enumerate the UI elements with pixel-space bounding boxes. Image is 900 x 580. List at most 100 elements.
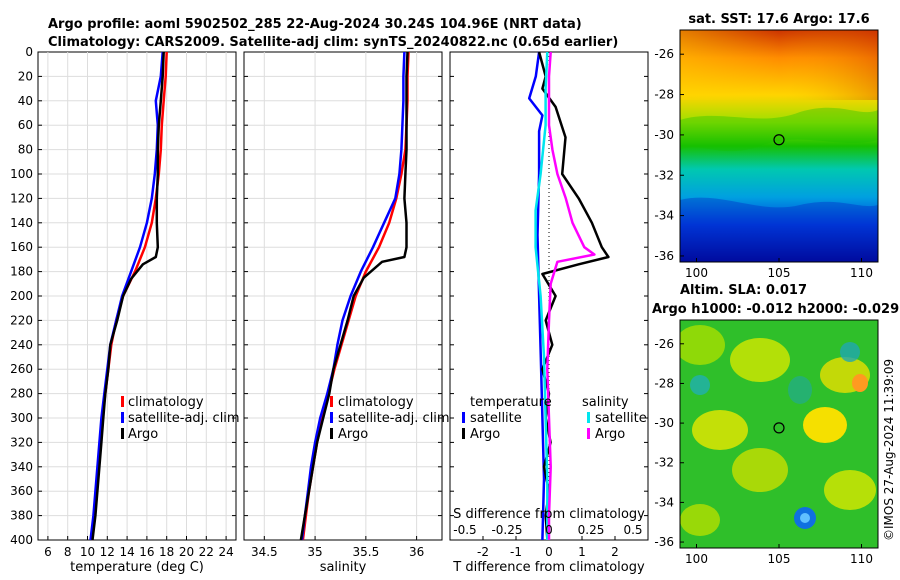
map-y-tick-label: -36 xyxy=(654,249,674,263)
depth-tick-label: 360 xyxy=(10,484,33,498)
legend-label-t-satellite: satellite xyxy=(470,411,522,426)
depth-tick-label: 120 xyxy=(10,191,33,205)
map-x-tick-label: 110 xyxy=(850,266,873,280)
depth-tick-label: 140 xyxy=(10,216,33,230)
salinity-diff-axis-label: S difference from climatology xyxy=(453,507,645,522)
depth-tick-label: 300 xyxy=(10,411,33,425)
depth-tick-label: 60 xyxy=(18,118,33,132)
series-line-t-argo xyxy=(537,51,610,541)
legend-swatch-satellite xyxy=(330,412,333,423)
sst-map-axes: 100 105 110 -26 -28 -30 -32 -34 -36 xyxy=(654,47,873,280)
x-tick-label: 36 xyxy=(409,545,424,559)
x-tick-label: -2 xyxy=(477,545,489,559)
map-y-tick-label: -26 xyxy=(654,47,674,61)
figure-title-line2: Climatology: CARS2009. Satellite-adj cli… xyxy=(48,35,618,50)
s-diff-tick-label: 0 xyxy=(545,523,553,537)
x-tick-label: 2 xyxy=(611,545,619,559)
map-y-tick-label: -34 xyxy=(654,495,674,509)
depth-tick-label: 400 xyxy=(10,533,33,547)
map-y-tick-label: -28 xyxy=(654,376,674,390)
legend-title-temperature: temperature xyxy=(470,395,552,410)
depth-tick-label: 0 xyxy=(25,45,33,59)
legend-label-argo: Argo xyxy=(128,427,158,442)
series-line-satellite-adj-clim xyxy=(300,51,406,541)
x-tick-label: 22 xyxy=(199,545,214,559)
legend-label-satellite: satellite-adj. clim xyxy=(128,411,240,426)
map-x-tick-label: 110 xyxy=(850,552,873,566)
sla-map-axes: 100 105 110 -26 -28 -30 -32 -34 -36 xyxy=(654,337,873,566)
map-y-tick-label: -26 xyxy=(654,337,674,351)
legend-swatch-t-satellite xyxy=(462,412,465,423)
map-x-tick-label: 100 xyxy=(685,552,708,566)
x-tick-label: 1 xyxy=(578,545,586,559)
x-tick-label: 35.5 xyxy=(352,545,379,559)
series-line-argo xyxy=(91,51,165,541)
argo-location-marker xyxy=(773,134,785,146)
sst-field-shading xyxy=(680,30,878,100)
map-x-tick-label: 100 xyxy=(685,266,708,280)
series-line-s-argo xyxy=(546,51,596,540)
temperature-xlabel: temperature (deg C) xyxy=(70,560,204,575)
depth-tick-label: 240 xyxy=(10,338,33,352)
profile-lines xyxy=(89,51,610,541)
map-y-tick-label: -30 xyxy=(654,128,674,142)
x-tick-label: 6 xyxy=(44,545,52,559)
map-x-tick-label: 105 xyxy=(768,552,791,566)
depth-tick-label: 200 xyxy=(10,289,33,303)
sla-map-title: Altim. SLA: 0.017 xyxy=(680,283,807,298)
map-y-tick-label: -34 xyxy=(654,209,674,223)
x-tick-label: 14 xyxy=(119,545,134,559)
depth-tick-label: 80 xyxy=(18,143,33,157)
difference-legend: temperature satellite Argo salinity sate… xyxy=(462,395,647,442)
legend-title-salinity: salinity xyxy=(582,395,629,410)
figure-title-line1: Argo profile: aoml 5902502_285 22-Aug-20… xyxy=(48,17,582,32)
salinity-legend: climatology satellite-adj. clim Argo xyxy=(330,395,450,442)
depth-tick-label: 180 xyxy=(10,265,33,279)
legend-label-climatology: climatology xyxy=(338,395,414,410)
sla-map-subtitle: Argo h1000: -0.012 h2000: -0.029 xyxy=(652,302,899,317)
legend-label-argo: Argo xyxy=(338,427,368,442)
depth-tick-label: 20 xyxy=(18,69,33,83)
map-y-tick-label: -30 xyxy=(654,416,674,430)
legend-label-s-argo: Argo xyxy=(595,427,625,442)
salinity-diff-ticks: -0.5 -0.25 0 0.25 0.5 xyxy=(453,523,642,537)
depth-tick-label: 380 xyxy=(10,509,33,523)
gridlines xyxy=(38,52,442,540)
depth-tick-label: 340 xyxy=(10,460,33,474)
depth-tick-label: 280 xyxy=(10,387,33,401)
sst-map xyxy=(680,30,878,262)
map-y-tick-label: -28 xyxy=(654,88,674,102)
x-tick-label: 0 xyxy=(545,545,553,559)
map-y-tick-label: -36 xyxy=(654,535,674,549)
argo-location-marker xyxy=(773,422,785,434)
x-tick-label: 20 xyxy=(179,545,194,559)
x-tick-label: 34.5 xyxy=(251,545,278,559)
temperature-legend: climatology satellite-adj. clim Argo xyxy=(121,395,240,442)
x-axis-ticks: 6 8 10 12 14 16 18 20 22 24 34.5 35 35.5 36 -2 -1 0 1 2 xyxy=(44,536,619,559)
difference-xlabel: T difference from climatology xyxy=(452,560,645,575)
x-tick-label: 16 xyxy=(139,545,154,559)
legend-swatch-satellite xyxy=(121,412,124,423)
legend-swatch-t-argo xyxy=(462,428,465,439)
legend-label-s-satellite: satellite xyxy=(595,411,647,426)
map-x-tick-label: 105 xyxy=(768,266,791,280)
legend-swatch-s-satellite xyxy=(587,412,590,423)
s-diff-tick-label: 0.25 xyxy=(578,523,605,537)
x-tick-label: 24 xyxy=(218,545,233,559)
depth-axis: 0 20 40 60 80 100 120 140 160 180 200 220 240 260 280 3… xyxy=(10,45,648,547)
x-tick-label: 35 xyxy=(307,545,322,559)
legend-swatch-argo xyxy=(121,428,124,439)
depth-tick-label: 160 xyxy=(10,240,33,254)
sst-map-title: sat. SST: 17.6 Argo: 17.6 xyxy=(688,12,869,27)
sst-cold-water xyxy=(680,197,878,262)
sst-front xyxy=(680,107,878,152)
series-line-argo xyxy=(299,51,409,541)
s-diff-tick-label: -0.25 xyxy=(491,523,522,537)
x-tick-label: 12 xyxy=(100,545,115,559)
series-line-s-satellite xyxy=(534,51,549,540)
legend-label-satellite: satellite-adj. clim xyxy=(338,411,450,426)
s-diff-tick-label: -0.5 xyxy=(453,523,476,537)
legend-swatch-climatology xyxy=(121,396,124,407)
depth-tick-label: 220 xyxy=(10,313,33,327)
